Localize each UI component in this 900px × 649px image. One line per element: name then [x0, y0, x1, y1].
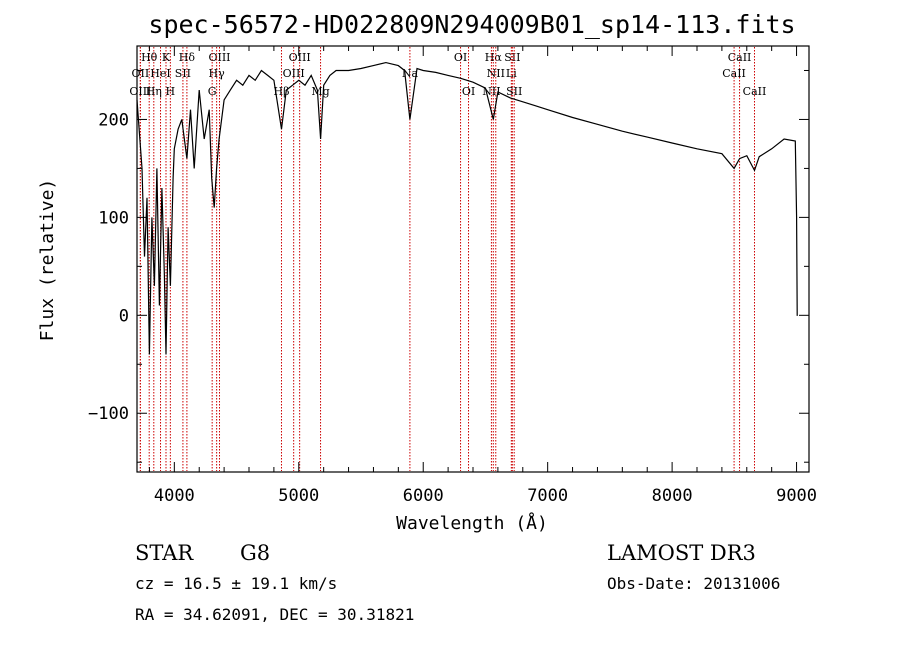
- x-tick-label: 7000: [527, 486, 568, 506]
- x-tick-label: 6000: [403, 486, 444, 506]
- y-tick-label: 200: [98, 110, 129, 130]
- spectral-line-label-4: HeI: [150, 67, 170, 80]
- plot-frame: [136, 45, 810, 473]
- object-class: STAR: [135, 541, 194, 565]
- chart-title: spec-56572-HD022809N294009B01_sp14-113.f…: [148, 10, 795, 39]
- object-subclass: G8: [240, 541, 270, 565]
- spectral-line-label-3: K: [162, 51, 171, 64]
- spectral-line-label-20: SII: [504, 51, 520, 64]
- spectral-line-label-5: Hη: [146, 85, 162, 98]
- spectral-line-label-11: G: [208, 85, 217, 98]
- spectral-line-label-16: Na: [402, 67, 419, 80]
- survey-name: LAMOST DR3: [607, 541, 756, 565]
- spectral-line-label-24: SII: [506, 85, 522, 98]
- y-tick-label: 100: [98, 208, 129, 228]
- x-tick-label: 8000: [652, 486, 693, 506]
- y-tick-label: 0: [119, 306, 129, 326]
- redshift-text: cz = 16.5 ± 19.1 km/s: [135, 574, 337, 593]
- spectral-line-label-22: Li: [506, 67, 517, 80]
- spectrum-line: [136, 61, 798, 355]
- spectral-line-label-12: OIII: [289, 51, 311, 64]
- spectral-line-label-15: Mg: [311, 85, 329, 98]
- spectral-line-label-9: OIII: [208, 51, 230, 64]
- spectral-line-label-8: H: [166, 85, 176, 98]
- y-tick-label: −100: [88, 404, 129, 424]
- spectral-line-label-21: NII: [487, 67, 505, 80]
- spectral-line-label-1: OII: [132, 67, 150, 80]
- spectral-line-label-7: SII: [175, 67, 191, 80]
- obs-date-text: Obs-Date: 20131006: [607, 574, 780, 593]
- y-axis-label: Flux (relative): [37, 179, 58, 342]
- spectral-line-label-25: CaII: [728, 51, 752, 64]
- spectral-line-label-27: CaII: [743, 85, 767, 98]
- spectral-line-label-13: OIII: [283, 67, 305, 80]
- info-panel: STAR G8 cz = 16.5 ± 19.1 km/s RA = 34.62…: [135, 541, 780, 624]
- x-axis-label: Wavelength (Å): [396, 512, 548, 534]
- spectral-line-label-26: CaII: [722, 67, 746, 80]
- spectral-line-label-0: Hθ: [141, 51, 158, 64]
- x-tick-label: 5000: [278, 486, 319, 506]
- x-tick-label: 4000: [154, 486, 195, 506]
- coordinates-text: RA = 34.62091, DEC = 30.31821: [135, 605, 414, 624]
- x-tick-label: 9000: [776, 486, 817, 506]
- spectral-line-label-18: OI: [462, 85, 475, 98]
- spectral-line-label-17: OI: [454, 51, 467, 64]
- spectral-line-label-19: Hα: [485, 51, 503, 64]
- spectral-line-label-2: OIII: [129, 85, 151, 98]
- spectral-line-label-6: Hδ: [179, 51, 196, 64]
- spectral-line-label-10: Hγ: [209, 67, 226, 80]
